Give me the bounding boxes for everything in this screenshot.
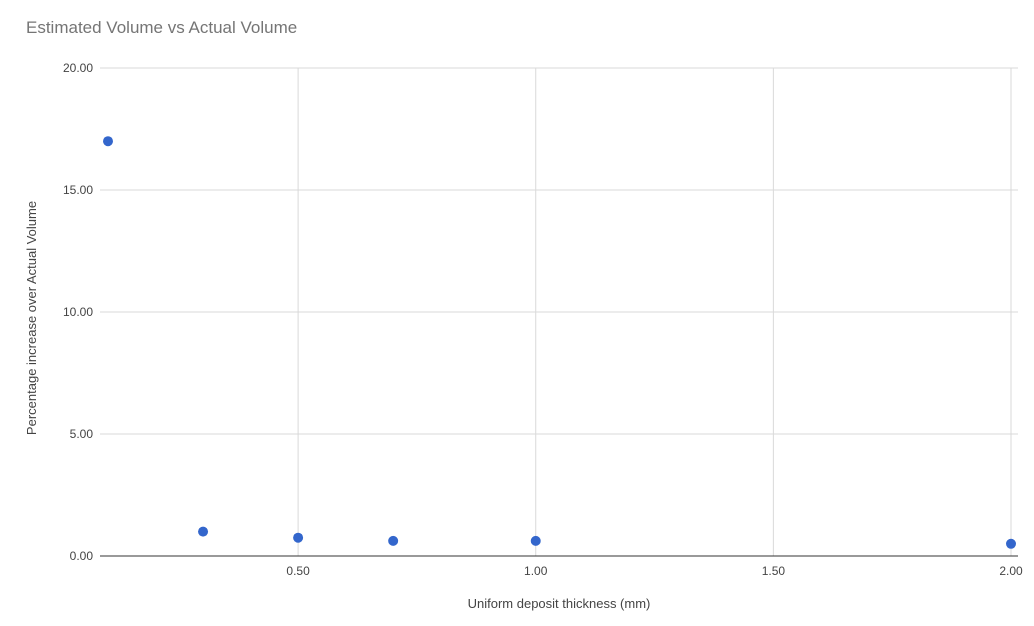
y-tick-label: 5.00 bbox=[70, 427, 94, 441]
data-point bbox=[388, 535, 399, 546]
x-tick-label: 2.00 bbox=[999, 564, 1023, 578]
x-tick-label: 1.00 bbox=[524, 564, 548, 578]
chart-title: Estimated Volume vs Actual Volume bbox=[26, 18, 298, 37]
data-point bbox=[198, 526, 209, 537]
y-tick-label: 20.00 bbox=[63, 61, 93, 75]
data-point bbox=[1006, 538, 1016, 549]
x-tick-label: 1.50 bbox=[762, 564, 786, 578]
tick-labels: 0.00 5.00 10.00 15.00 20.00 0.50 1.00 1.50 2.00 bbox=[63, 61, 1023, 578]
x-axis-label: Uniform deposit thickness (mm) bbox=[468, 596, 651, 611]
y-axis-label: Percentage increase over Actual Volume bbox=[24, 201, 39, 435]
x-tick-label: 0.50 bbox=[286, 564, 310, 578]
data-point bbox=[530, 535, 541, 546]
y-tick-label: 15.00 bbox=[63, 183, 93, 197]
data-point bbox=[293, 532, 304, 543]
data-point bbox=[103, 136, 113, 147]
y-tick-label: 10.00 bbox=[63, 305, 93, 319]
y-tick-label: 0.00 bbox=[70, 549, 94, 563]
grid-layer bbox=[100, 67, 1018, 556]
data-points bbox=[103, 136, 1016, 549]
